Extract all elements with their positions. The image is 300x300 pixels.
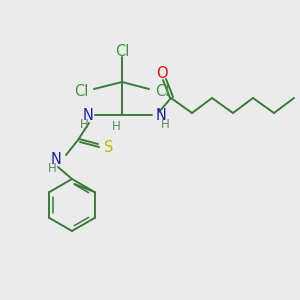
- Text: N: N: [82, 107, 93, 122]
- Text: Cl: Cl: [115, 44, 129, 59]
- Text: Cl: Cl: [74, 85, 88, 100]
- Text: H: H: [160, 118, 169, 131]
- Text: Cl: Cl: [155, 85, 169, 100]
- Text: H: H: [112, 121, 120, 134]
- Text: H: H: [80, 118, 88, 131]
- Text: N: N: [156, 107, 167, 122]
- Text: H: H: [48, 163, 56, 176]
- Text: N: N: [50, 152, 61, 167]
- Text: S: S: [104, 140, 114, 154]
- Text: O: O: [156, 65, 168, 80]
